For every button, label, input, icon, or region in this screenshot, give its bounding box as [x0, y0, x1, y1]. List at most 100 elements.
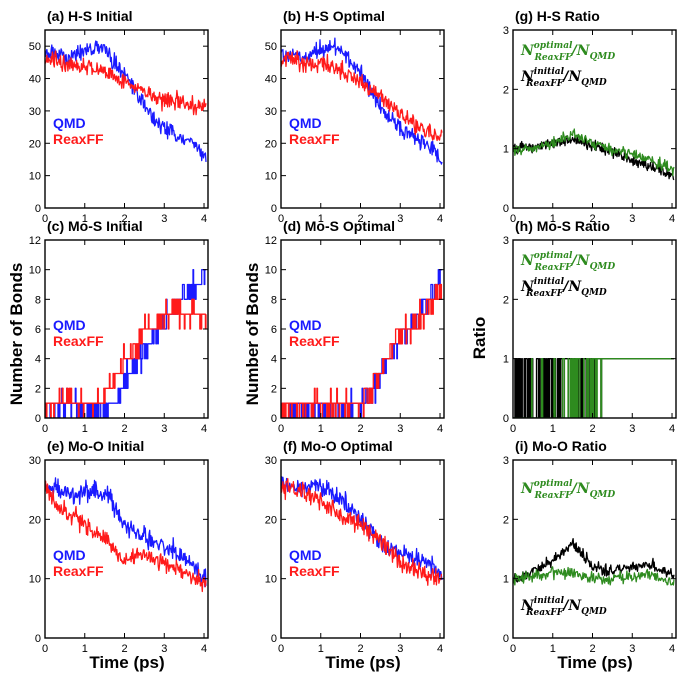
y-tick-label: 2 — [503, 514, 509, 526]
y-tick-label: 20 — [29, 138, 41, 150]
x-tick-label: 0 — [278, 213, 284, 225]
y-tick-label: 10 — [29, 574, 41, 586]
ratio-legend-initial: Ninitial ReaxFF/NQMD — [520, 596, 607, 618]
x-tick-label: 4 — [437, 213, 443, 225]
panel-a-lines — [45, 40, 207, 162]
y-tick-label: 3 — [503, 25, 509, 37]
panel-b-lines — [281, 37, 443, 165]
legend-reaxff: ReaxFF — [289, 333, 340, 349]
y-tick-label: 40 — [265, 74, 277, 86]
ratio-legend-initial: Ninitial ReaxFF/NQMD — [520, 67, 607, 89]
y-tick-label: 8 — [271, 294, 277, 306]
ratio-legend-optimal: Noptimal ReaxFF/NQMD — [520, 479, 615, 501]
y-tick-label: 12 — [29, 235, 41, 247]
legend-reaxff: ReaxFF — [53, 131, 104, 147]
x-tick-label: 2 — [357, 213, 363, 225]
y-tick-label: 0 — [271, 633, 277, 645]
panel-a-frame — [44, 29, 209, 209]
y-tick-label: 40 — [29, 74, 41, 86]
y-axis-label-left: Number of Bonds — [7, 263, 26, 406]
panel-b-frame — [280, 29, 445, 209]
y-tick-label: 12 — [265, 235, 277, 247]
x-tick-label: 3 — [397, 643, 403, 655]
x-tick-label: 3 — [161, 213, 167, 225]
series-line-b-reaxff — [281, 50, 443, 142]
y-tick-label: 0 — [503, 203, 509, 215]
panel-c-title: (c) Mo-S Initial — [47, 218, 143, 234]
x-tick-label: 3 — [161, 423, 167, 435]
y-tick-label: 2 — [271, 383, 277, 395]
x-tick-label: 2 — [589, 213, 595, 225]
y-tick-label: 10 — [29, 265, 41, 277]
panel-d-title: (d) Mo-S Optimal — [283, 218, 395, 234]
panel-e-frame — [44, 459, 209, 639]
x-tick-label: 0 — [42, 213, 48, 225]
panel-d-lines — [281, 269, 443, 418]
y-tick-label: 8 — [35, 294, 41, 306]
series-line-i-optimal — [513, 566, 675, 586]
x-tick-label: 3 — [629, 213, 635, 225]
x-tick-label: 1 — [318, 213, 324, 225]
y-tick-label: 20 — [265, 138, 277, 150]
x-tick-label: 2 — [121, 643, 127, 655]
series-line-f-reaxff — [281, 477, 443, 586]
y-axis-label-middle: Number of Bonds — [243, 263, 262, 406]
x-tick-label: 3 — [161, 643, 167, 655]
x-tick-label: 2 — [589, 643, 595, 655]
x-tick-label: 2 — [357, 423, 363, 435]
y-tick-label: 0 — [271, 203, 277, 215]
y-tick-label: 0 — [271, 413, 277, 425]
x-tick-label: 0 — [510, 213, 516, 225]
panel-h: 0 1 2 3 4 0 1 2 3 (h) Mo-S Ratio Noptimal ReaxFF/NQ… — [503, 218, 677, 435]
panel-i-frame — [512, 459, 677, 639]
x-tick-label: 4 — [201, 213, 207, 225]
y-tick-label: 30 — [29, 455, 41, 467]
x-tick-label: 3 — [629, 423, 635, 435]
y-tick-label: 10 — [265, 171, 277, 183]
y-tick-label: 3 — [503, 235, 509, 247]
x-tick-label: 0 — [510, 643, 516, 655]
panel-e-title: (e) Mo-O Initial — [47, 438, 144, 454]
x-tick-label: 1 — [550, 213, 556, 225]
panel-g: 0 1 2 3 4 0 1 2 3 (g) H-S Ratio Noptimal ReaxFF/NQM… — [503, 8, 677, 225]
x-tick-label: 1 — [550, 643, 556, 655]
y-tick-label: 4 — [35, 354, 41, 366]
legend-qmd: QMD — [289, 317, 322, 333]
x-axis-label-middle: Time (ps) — [325, 653, 400, 672]
y-tick-label: 2 — [35, 383, 41, 395]
panel-i-title: (i) Mo-O Ratio — [515, 438, 607, 454]
x-tick-label: 3 — [397, 423, 403, 435]
series-line-d-reaxff — [281, 283, 443, 418]
x-tick-label: 3 — [397, 213, 403, 225]
panel-c-lines — [45, 269, 207, 418]
y-tick-label: 30 — [265, 455, 277, 467]
legend-qmd: QMD — [53, 115, 86, 131]
y-tick-label: 0 — [35, 633, 41, 645]
legend-qmd: QMD — [289, 547, 322, 563]
legend-reaxff: ReaxFF — [289, 131, 340, 147]
x-tick-label: 4 — [201, 643, 207, 655]
x-axis-label-left: Time (ps) — [89, 653, 164, 672]
x-tick-label: 4 — [437, 643, 443, 655]
legend-reaxff: ReaxFF — [53, 333, 104, 349]
y-tick-label: 30 — [29, 106, 41, 118]
series-line-h-optimal — [513, 358, 675, 418]
y-axis-label-right: Ratio — [470, 317, 489, 360]
y-tick-label: 0 — [35, 413, 41, 425]
x-tick-label: 4 — [437, 423, 443, 435]
y-tick-label: 0 — [503, 413, 509, 425]
x-tick-label: 0 — [278, 423, 284, 435]
y-tick-label: 20 — [29, 514, 41, 526]
panel-i: 0 1 2 3 4 0 1 2 3 (i) Mo-O Ratio Noptimal ReaxFF/NQ… — [503, 438, 677, 655]
y-tick-label: 1 — [503, 354, 509, 366]
x-tick-label: 0 — [42, 643, 48, 655]
legend-qmd: QMD — [53, 547, 86, 563]
x-tick-label: 0 — [42, 423, 48, 435]
panel-a-title: (a) H-S Initial — [47, 8, 133, 24]
